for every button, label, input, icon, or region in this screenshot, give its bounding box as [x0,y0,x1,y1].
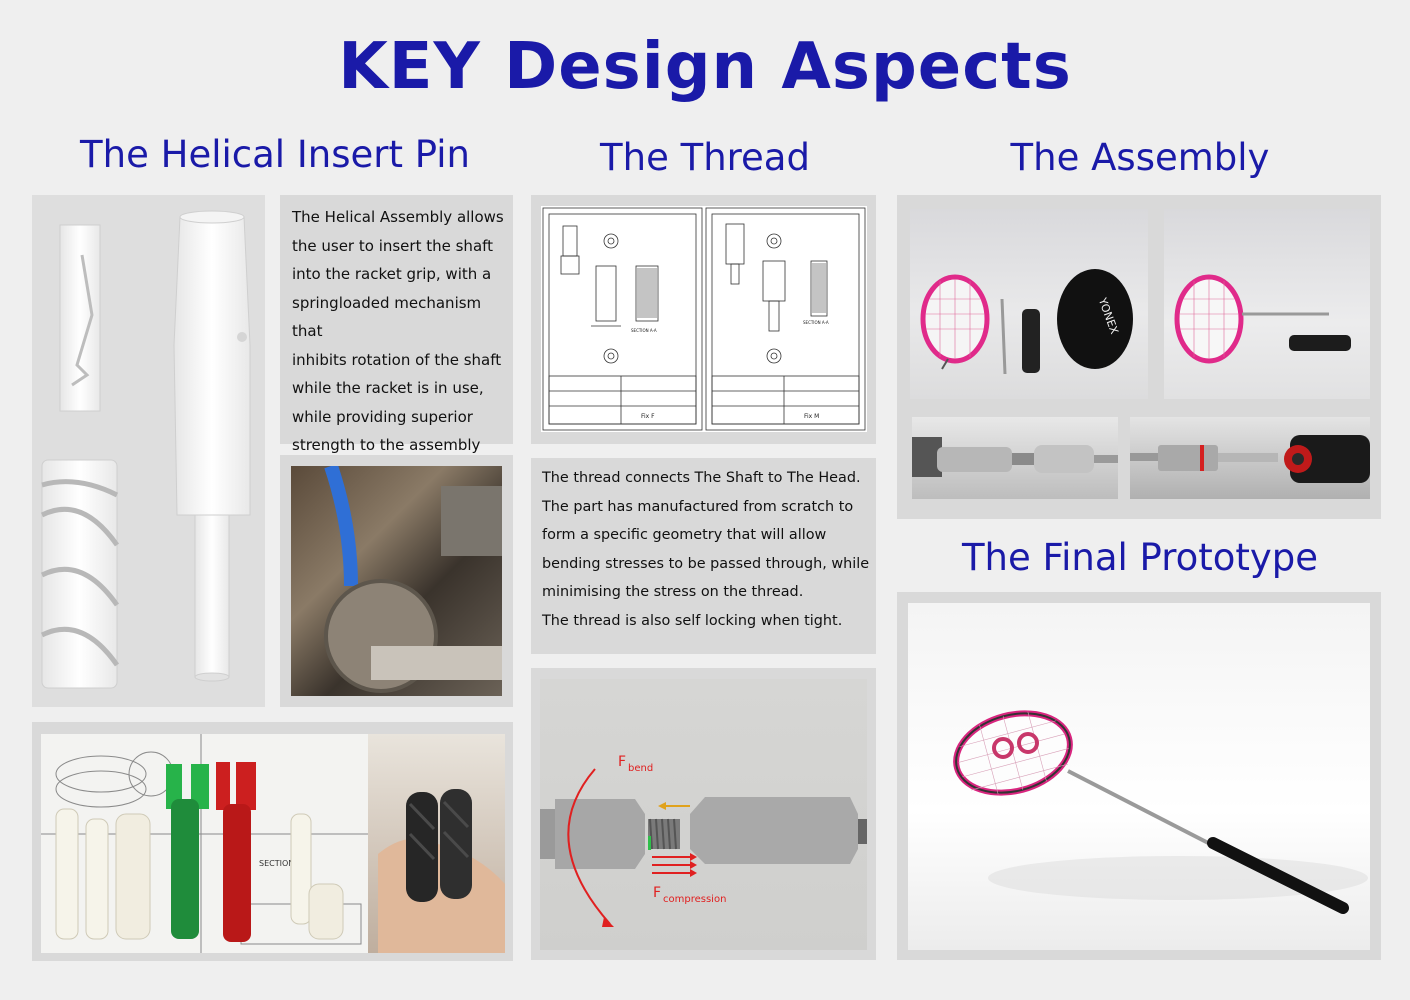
thread-text-line: The part has manufactured from scratch t… [542,498,854,515]
helical-render-panel [32,195,265,707]
thread-force-photo: F bend F compression [540,679,867,950]
final-prototype-photo [908,603,1370,950]
thread-joint-photo [912,417,1118,499]
force-compression-label: F [653,885,661,901]
drawing-right-title: Fix M [804,413,819,420]
thread-heading: The Thread [600,136,810,179]
helical-text-line: the user to insert the shaft [292,236,494,255]
drawing-section-label: SECTION A-A [803,320,829,325]
helical-pin-render [40,210,251,689]
helical-text-line: while providing superior [292,407,473,426]
thread-text-line: bending stresses to be passed through, w… [542,555,870,572]
thread-drawing-panel: Fix F Fix M SECTION A-A SECTION A-A [531,195,876,444]
force-compression-subscript: compression [663,894,726,905]
printed-parts-photo: SECTION A-A [41,734,368,953]
thread-force-panel: F bend F compression [531,668,876,960]
lathe-photo-panel [280,455,513,707]
helical-text-line: while the racket is in use, [292,379,484,397]
grip-joint-photo [1130,417,1370,499]
drawing-left-title: Fix F [641,413,655,420]
helical-heading: The Helical Insert Pin [80,133,470,176]
drawing-section-label: SECTION A-A [259,859,311,868]
assembly-heading: The Assembly [1010,136,1270,179]
assembled-racket-photo [1164,209,1370,399]
helical-text-line: inhibits rotation of the shaft [292,350,502,369]
helical-text-line: into the racket grip, with a [292,265,492,283]
black-grip-photo [368,734,505,953]
final-prototype-panel [897,592,1381,960]
drawing-section-label: SECTION A-A [631,328,657,333]
assembly-panel: YONEX [897,195,1381,519]
helical-text-line: The Helical Assembly allows [292,208,504,226]
prototype-parts-panel: SECTION A-A [32,722,513,961]
technical-drawing: Fix F Fix M SECTION A-A SECTION A-A [541,206,867,432]
thread-description: The thread connects The Shaft to The Hea… [531,458,876,654]
thread-text-line: The thread is also self locking when tig… [542,612,843,629]
helical-text-line: strength to the assembly [292,436,481,454]
lathe-photo [291,466,502,696]
helical-description: The Helical Assembly allows the user to … [280,195,513,454]
thread-text-line: form a specific geometry that will allow [542,527,827,543]
final-prototype-heading: The Final Prototype [961,536,1319,579]
helical-text-line: springloaded mechanism that [292,293,482,341]
force-bend-label: F [618,754,626,770]
force-bend-subscript: bend [628,763,653,774]
page-title: KEY Design Aspects [338,30,1072,104]
thread-text-line: minimising the stress on the thread. [542,584,804,600]
thread-text-line: The thread connects The Shaft to The Hea… [542,470,861,486]
assembly-parts-photo: YONEX [910,209,1148,399]
